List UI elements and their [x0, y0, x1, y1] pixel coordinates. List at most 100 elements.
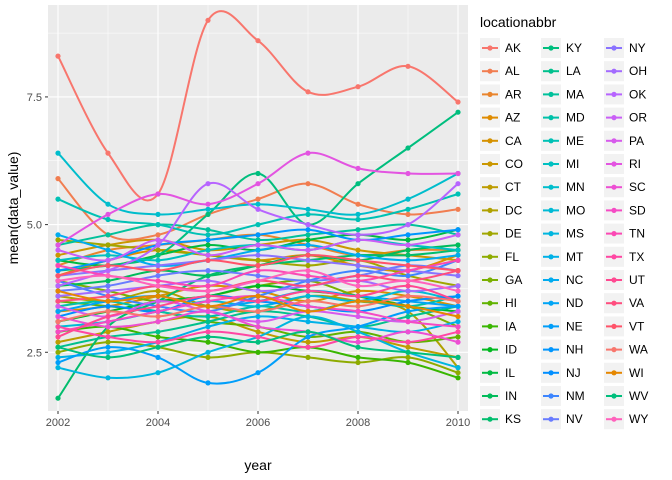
data-point-sd: [305, 303, 311, 309]
data-point-vt: [105, 262, 111, 269]
data-point-ak: [305, 89, 311, 95]
data-point-wv: [355, 344, 361, 350]
data-point-nv: [205, 268, 211, 274]
legend-key-point: [611, 416, 617, 422]
data-point-tx: [255, 334, 261, 340]
data-point-sc: [155, 319, 161, 325]
data-point-ia: [355, 354, 361, 360]
data-point-mn: [305, 206, 311, 212]
legend-key-point: [611, 254, 617, 260]
data-point-wa: [455, 298, 461, 304]
legend-label: ME: [566, 134, 584, 148]
legend-label: MN: [566, 180, 585, 194]
legend-label: CO: [505, 157, 523, 171]
data-point-vt: [255, 262, 261, 269]
data-point-nh: [205, 237, 211, 243]
data-point-hi: [455, 334, 461, 340]
legend-key-point: [487, 370, 493, 376]
data-point-nc: [455, 252, 461, 258]
data-point-ak: [255, 38, 261, 44]
data-point-wv: [455, 354, 461, 360]
data-point-ne: [305, 334, 311, 340]
data-point-tn: [305, 273, 311, 279]
data-point-ks: [405, 252, 411, 258]
data-point-de: [255, 257, 261, 263]
data-point-wi: [155, 293, 161, 299]
legend-label: NE: [566, 319, 583, 333]
data-point-va: [105, 293, 111, 299]
legend-label: MT: [566, 250, 584, 264]
data-point-tn: [205, 283, 211, 289]
data-point-ny: [455, 273, 461, 279]
legend-item-sc: SC: [604, 177, 646, 198]
data-point-mi: [105, 252, 111, 258]
data-point-me: [455, 191, 461, 197]
legend-item-fl: FL: [480, 246, 519, 267]
data-point-mn: [255, 201, 261, 207]
data-point-ut: [355, 293, 361, 299]
legend-key-point: [548, 323, 554, 329]
data-point-ut: [255, 298, 261, 304]
data-point-nc: [355, 252, 361, 258]
data-point-co: [355, 247, 361, 253]
legend-item-ms: MS: [541, 223, 584, 244]
data-point-mn: [55, 150, 61, 156]
data-point-wv: [55, 344, 61, 350]
data-point-ma: [355, 227, 361, 233]
data-point-ne: [55, 359, 61, 366]
data-point-ma: [305, 232, 311, 238]
data-point-ne: [455, 303, 461, 309]
series-points: [55, 17, 461, 401]
legend-key-point: [487, 45, 493, 51]
legend-key-point: [487, 254, 493, 260]
legend-label: IA: [505, 319, 516, 333]
data-point-al: [355, 201, 361, 207]
data-point-tn: [155, 278, 161, 284]
data-point-or: [405, 242, 411, 248]
legend-key-point: [487, 347, 493, 353]
data-point-oh: [205, 278, 211, 284]
data-point-ct: [405, 344, 411, 350]
data-point-la: [155, 329, 161, 335]
data-point-ri: [355, 165, 361, 171]
data-point-wv: [255, 339, 261, 345]
legend-key-point: [611, 115, 617, 121]
legend-key-point: [611, 323, 617, 329]
legend-item-tn: TN: [604, 223, 645, 244]
data-point-tx: [55, 324, 61, 330]
data-point-sc: [55, 313, 61, 320]
data-point-in: [455, 242, 461, 248]
legend-label: ID: [505, 343, 517, 357]
legend-label: MI: [566, 157, 579, 171]
data-point-nh: [455, 227, 461, 233]
data-point-mn: [155, 211, 161, 217]
data-point-ms: [305, 313, 311, 320]
legend-label: CT: [505, 180, 522, 194]
data-point-me: [155, 222, 161, 228]
legend-label: GA: [505, 273, 522, 287]
legend-label: CA: [505, 134, 522, 148]
legend-key-point: [611, 277, 617, 283]
legend-key-point: [548, 115, 554, 121]
data-point-wi: [55, 288, 61, 294]
y-axis-title: mean(data_value): [5, 152, 21, 265]
legend-key-point: [487, 393, 493, 399]
data-point-ne: [105, 344, 111, 350]
data-point-me: [55, 196, 61, 202]
legend-label: NY: [629, 41, 646, 55]
data-point-sd: [105, 319, 111, 325]
legend-key-point: [487, 115, 493, 121]
data-point-ok: [55, 283, 61, 289]
data-point-nc: [55, 232, 61, 238]
legend-label: ND: [566, 296, 584, 310]
data-point-ut: [105, 313, 111, 320]
data-point-vt: [205, 257, 211, 263]
series-line-ak: [57, 10, 459, 202]
legend-item-or: OR: [604, 107, 647, 128]
data-point-ky: [155, 252, 161, 258]
data-point-il: [205, 242, 211, 248]
legend-key-point: [611, 300, 617, 306]
data-point-pa: [355, 313, 361, 320]
data-point-ct: [255, 329, 261, 335]
legend-key-point: [548, 91, 554, 97]
